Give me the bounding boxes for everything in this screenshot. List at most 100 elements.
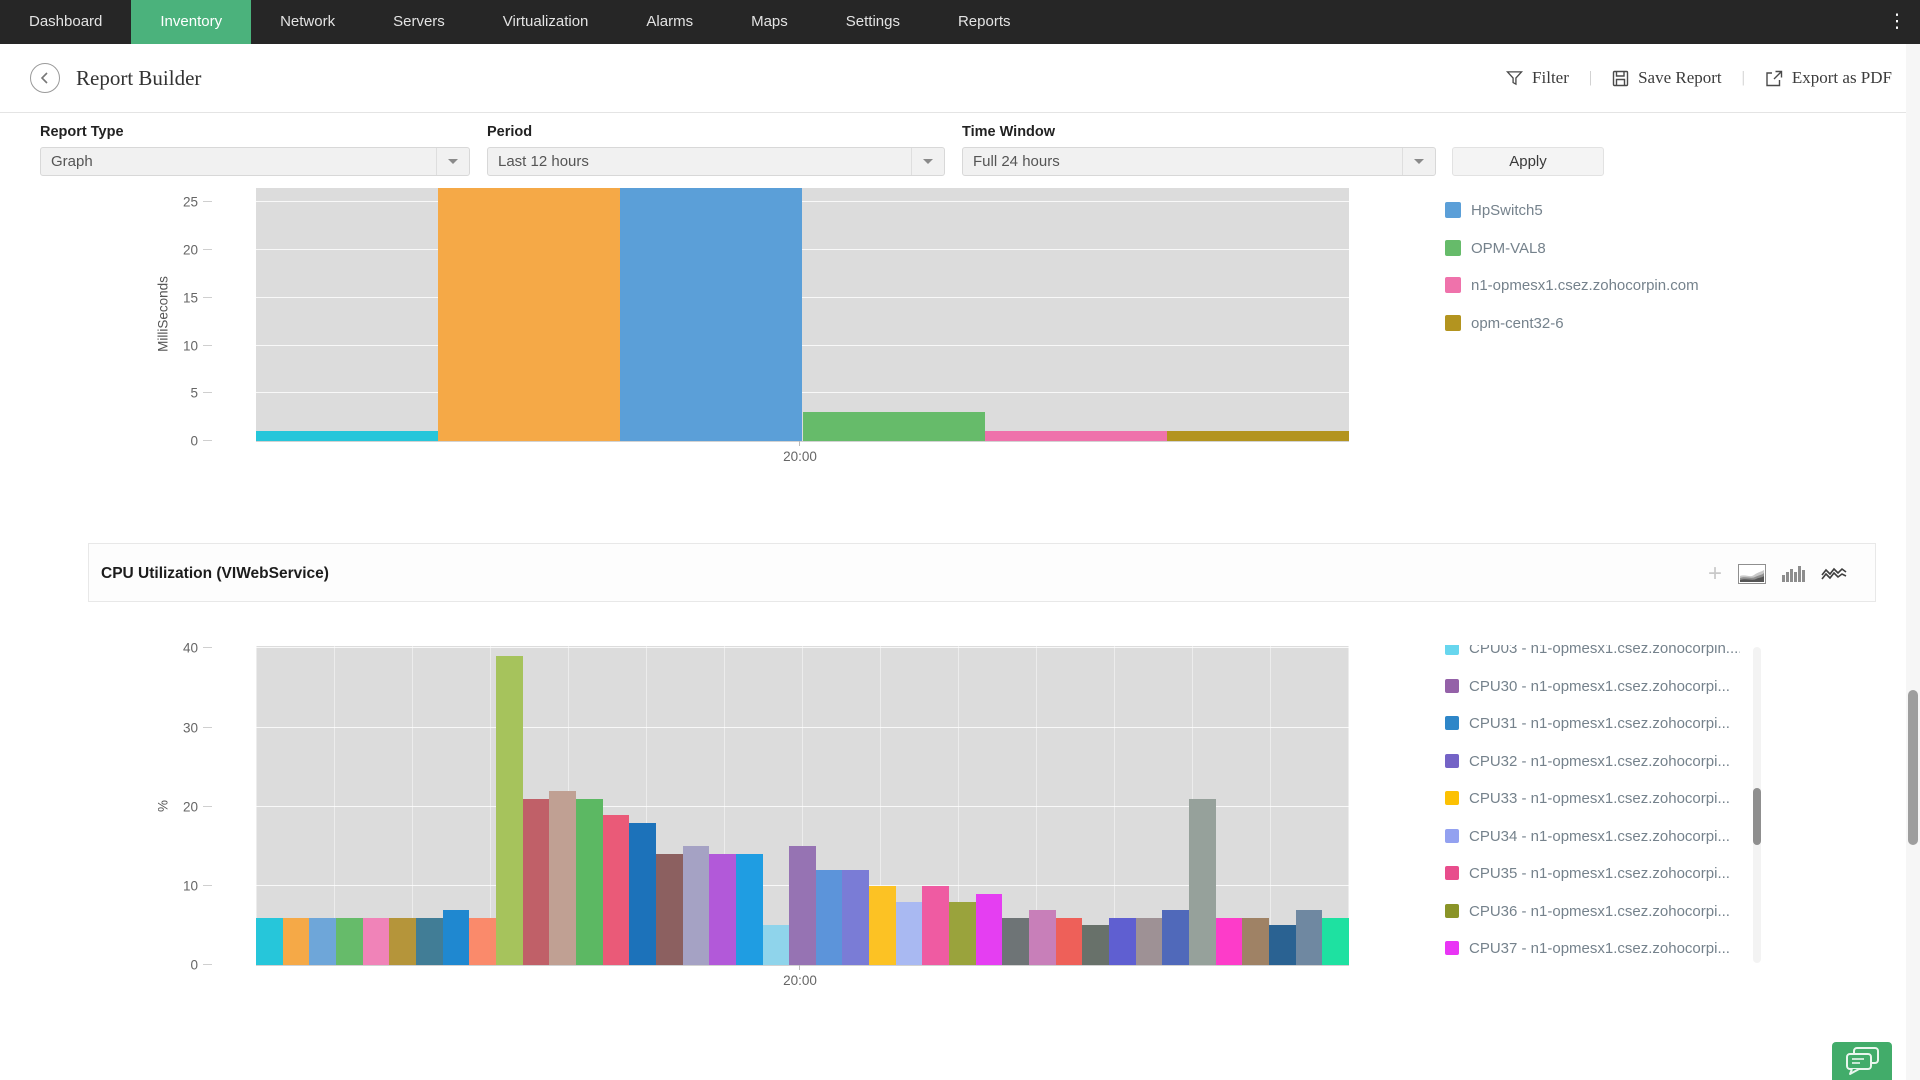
y-tick-label: 20 (182, 799, 198, 815)
legend-item[interactable]: n1-opmesx1.csez.zohocorpin.com (1445, 277, 1875, 294)
y-tick-label: 40 (182, 640, 198, 656)
chart1-x-tick-label: 20:00 (783, 449, 817, 464)
period-label: Period (487, 124, 533, 140)
nav-item-servers[interactable]: Servers (393, 13, 445, 30)
chart-bar (1109, 917, 1136, 965)
legend-label: opm-cent32-6 (1471, 314, 1564, 332)
kebab-menu-icon[interactable]: ⋮ (1887, 11, 1907, 32)
y-tick-label: 25 (182, 194, 198, 210)
nav-item-settings[interactable]: Settings (845, 13, 900, 30)
chart2-x-tickmark (799, 965, 800, 970)
legend-item[interactable]: opm-cent32-6 (1445, 314, 1875, 332)
chart-bar (682, 846, 710, 965)
page-scrollbar-thumb[interactable] (1908, 690, 1918, 845)
area-chart-icon[interactable] (1738, 563, 1766, 584)
report-type-value: Graph (51, 153, 93, 170)
chart-bar (575, 798, 603, 965)
chart-bar (1055, 917, 1083, 965)
chevron-down-icon (911, 148, 944, 175)
chart-bar (1242, 917, 1270, 965)
chart-bar (1295, 909, 1323, 965)
legend-label: HpSwitch5 (1471, 202, 1543, 219)
legend-swatch (1445, 753, 1459, 768)
bar-chart-icon[interactable] (1782, 565, 1805, 582)
chart1-plot (256, 188, 1349, 442)
stream-chart-icon[interactable] (1821, 566, 1847, 582)
legend-item[interactable]: CPU34 - n1-opmesx1.csez.zohocorpi... (1445, 828, 1740, 845)
chat-bubbles-icon (1846, 1047, 1879, 1075)
chart-bar (335, 917, 363, 965)
filter-label: Filter (1532, 68, 1569, 87)
chart1-y-axis: 0 5 10 15 20 25 (150, 188, 212, 449)
chart-bar (1215, 917, 1243, 965)
legend-swatch (1445, 678, 1459, 693)
legend-item[interactable]: CPU03 - n1-opmesx1.csez.zohocorpin.... (1445, 645, 1740, 657)
legend-swatch (1445, 716, 1459, 730)
nav-item-network[interactable]: Network (280, 13, 336, 30)
legend-scrollbar-thumb[interactable] (1753, 788, 1761, 845)
chart-bar (815, 870, 843, 965)
apply-button[interactable]: Apply (1452, 147, 1604, 176)
chart-bar (1189, 798, 1216, 965)
filter-button[interactable]: Filter (1506, 68, 1569, 88)
chart-bar (655, 854, 683, 965)
legend-swatch (1445, 828, 1459, 843)
chart-bar (975, 893, 1003, 965)
chart-bar (762, 925, 790, 965)
period-value: Last 12 hours (498, 153, 589, 170)
legend-item[interactable]: OPM-VAL8 (1445, 239, 1875, 257)
save-report-button[interactable]: Save Report (1612, 68, 1722, 88)
nav-item-virtualization[interactable]: Virtualization (502, 13, 589, 30)
legend-item[interactable]: CPU32 - n1-opmesx1.csez.zohocorpi... (1445, 753, 1740, 770)
chart-bar (620, 188, 803, 441)
legend-item[interactable]: CPU37 - n1-opmesx1.csez.zohocorpi... (1445, 940, 1740, 956)
time-window-control: Time Window Full 24 hours (962, 124, 1436, 176)
nav-item-maps[interactable]: Maps (751, 13, 788, 30)
page-header: Report Builder Filter | Save Report | Ex… (0, 44, 1920, 113)
chart-bar (789, 846, 816, 965)
chart-bar (1162, 909, 1190, 965)
chart-bar (522, 798, 550, 965)
nav-item-alarms[interactable]: Alarms (646, 13, 694, 30)
legend-label: CPU03 - n1-opmesx1.csez.zohocorpin.... (1469, 645, 1740, 657)
legend-swatch (1445, 791, 1459, 805)
legend-item[interactable]: CPU35 - n1-opmesx1.csez.zohocorpi... (1445, 865, 1740, 882)
legend-label: CPU35 - n1-opmesx1.csez.zohocorpi... (1469, 865, 1730, 882)
nav-item-reports[interactable]: Reports (957, 13, 1011, 30)
legend-label: CPU33 - n1-opmesx1.csez.zohocorpi... (1469, 790, 1730, 807)
y-tick-label: 0 (190, 957, 198, 973)
chevron-down-icon (436, 148, 469, 175)
chart-bar (495, 656, 523, 965)
top-nav: Dashboard Inventory Network Servers Virtuali… (0, 0, 1920, 44)
chart-bar (415, 917, 443, 965)
y-tick-label: 20 (182, 242, 198, 258)
nav-item-dashboard[interactable]: Dashboard (29, 13, 103, 30)
legend-swatch (1445, 277, 1461, 293)
add-icon[interactable]: + (1707, 559, 1722, 587)
legend-swatch (1445, 202, 1461, 218)
chart2-plot (256, 646, 1349, 966)
legend-swatch (1445, 903, 1459, 918)
chart2-toolbar: + (1708, 544, 1847, 603)
legend-item[interactable]: CPU36 - n1-opmesx1.csez.zohocorpi... (1445, 903, 1740, 920)
chart-bar (922, 885, 950, 965)
legend-item[interactable]: CPU30 - n1-opmesx1.csez.zohocorpi... (1445, 678, 1740, 695)
period-select[interactable]: Last 12 hours (487, 147, 945, 176)
export-pdf-button[interactable]: Export as PDF (1765, 68, 1892, 88)
page-scrollbar-track[interactable] (1906, 44, 1920, 1080)
nav-item-inventory[interactable]: Inventory (131, 0, 252, 44)
chat-button[interactable] (1832, 1042, 1892, 1080)
chart-bar (362, 917, 390, 965)
back-button[interactable] (30, 63, 60, 93)
chart-bar (309, 917, 336, 965)
header-actions: Filter | Save Report | Export as PDF (1506, 44, 1892, 112)
chart-bar (1322, 917, 1349, 965)
legend-item[interactable]: CPU33 - n1-opmesx1.csez.zohocorpi... (1445, 790, 1740, 807)
legend-item[interactable]: CPU31 - n1-opmesx1.csez.zohocorpi... (1445, 715, 1740, 732)
legend-item[interactable]: HpSwitch5 (1445, 202, 1875, 219)
legend-label: CPU31 - n1-opmesx1.csez.zohocorpi... (1469, 715, 1730, 732)
legend-swatch (1445, 239, 1461, 256)
report-type-select[interactable]: Graph (40, 147, 470, 176)
legend-label: CPU30 - n1-opmesx1.csez.zohocorpi... (1469, 677, 1730, 695)
time-window-select[interactable]: Full 24 hours (962, 147, 1436, 176)
